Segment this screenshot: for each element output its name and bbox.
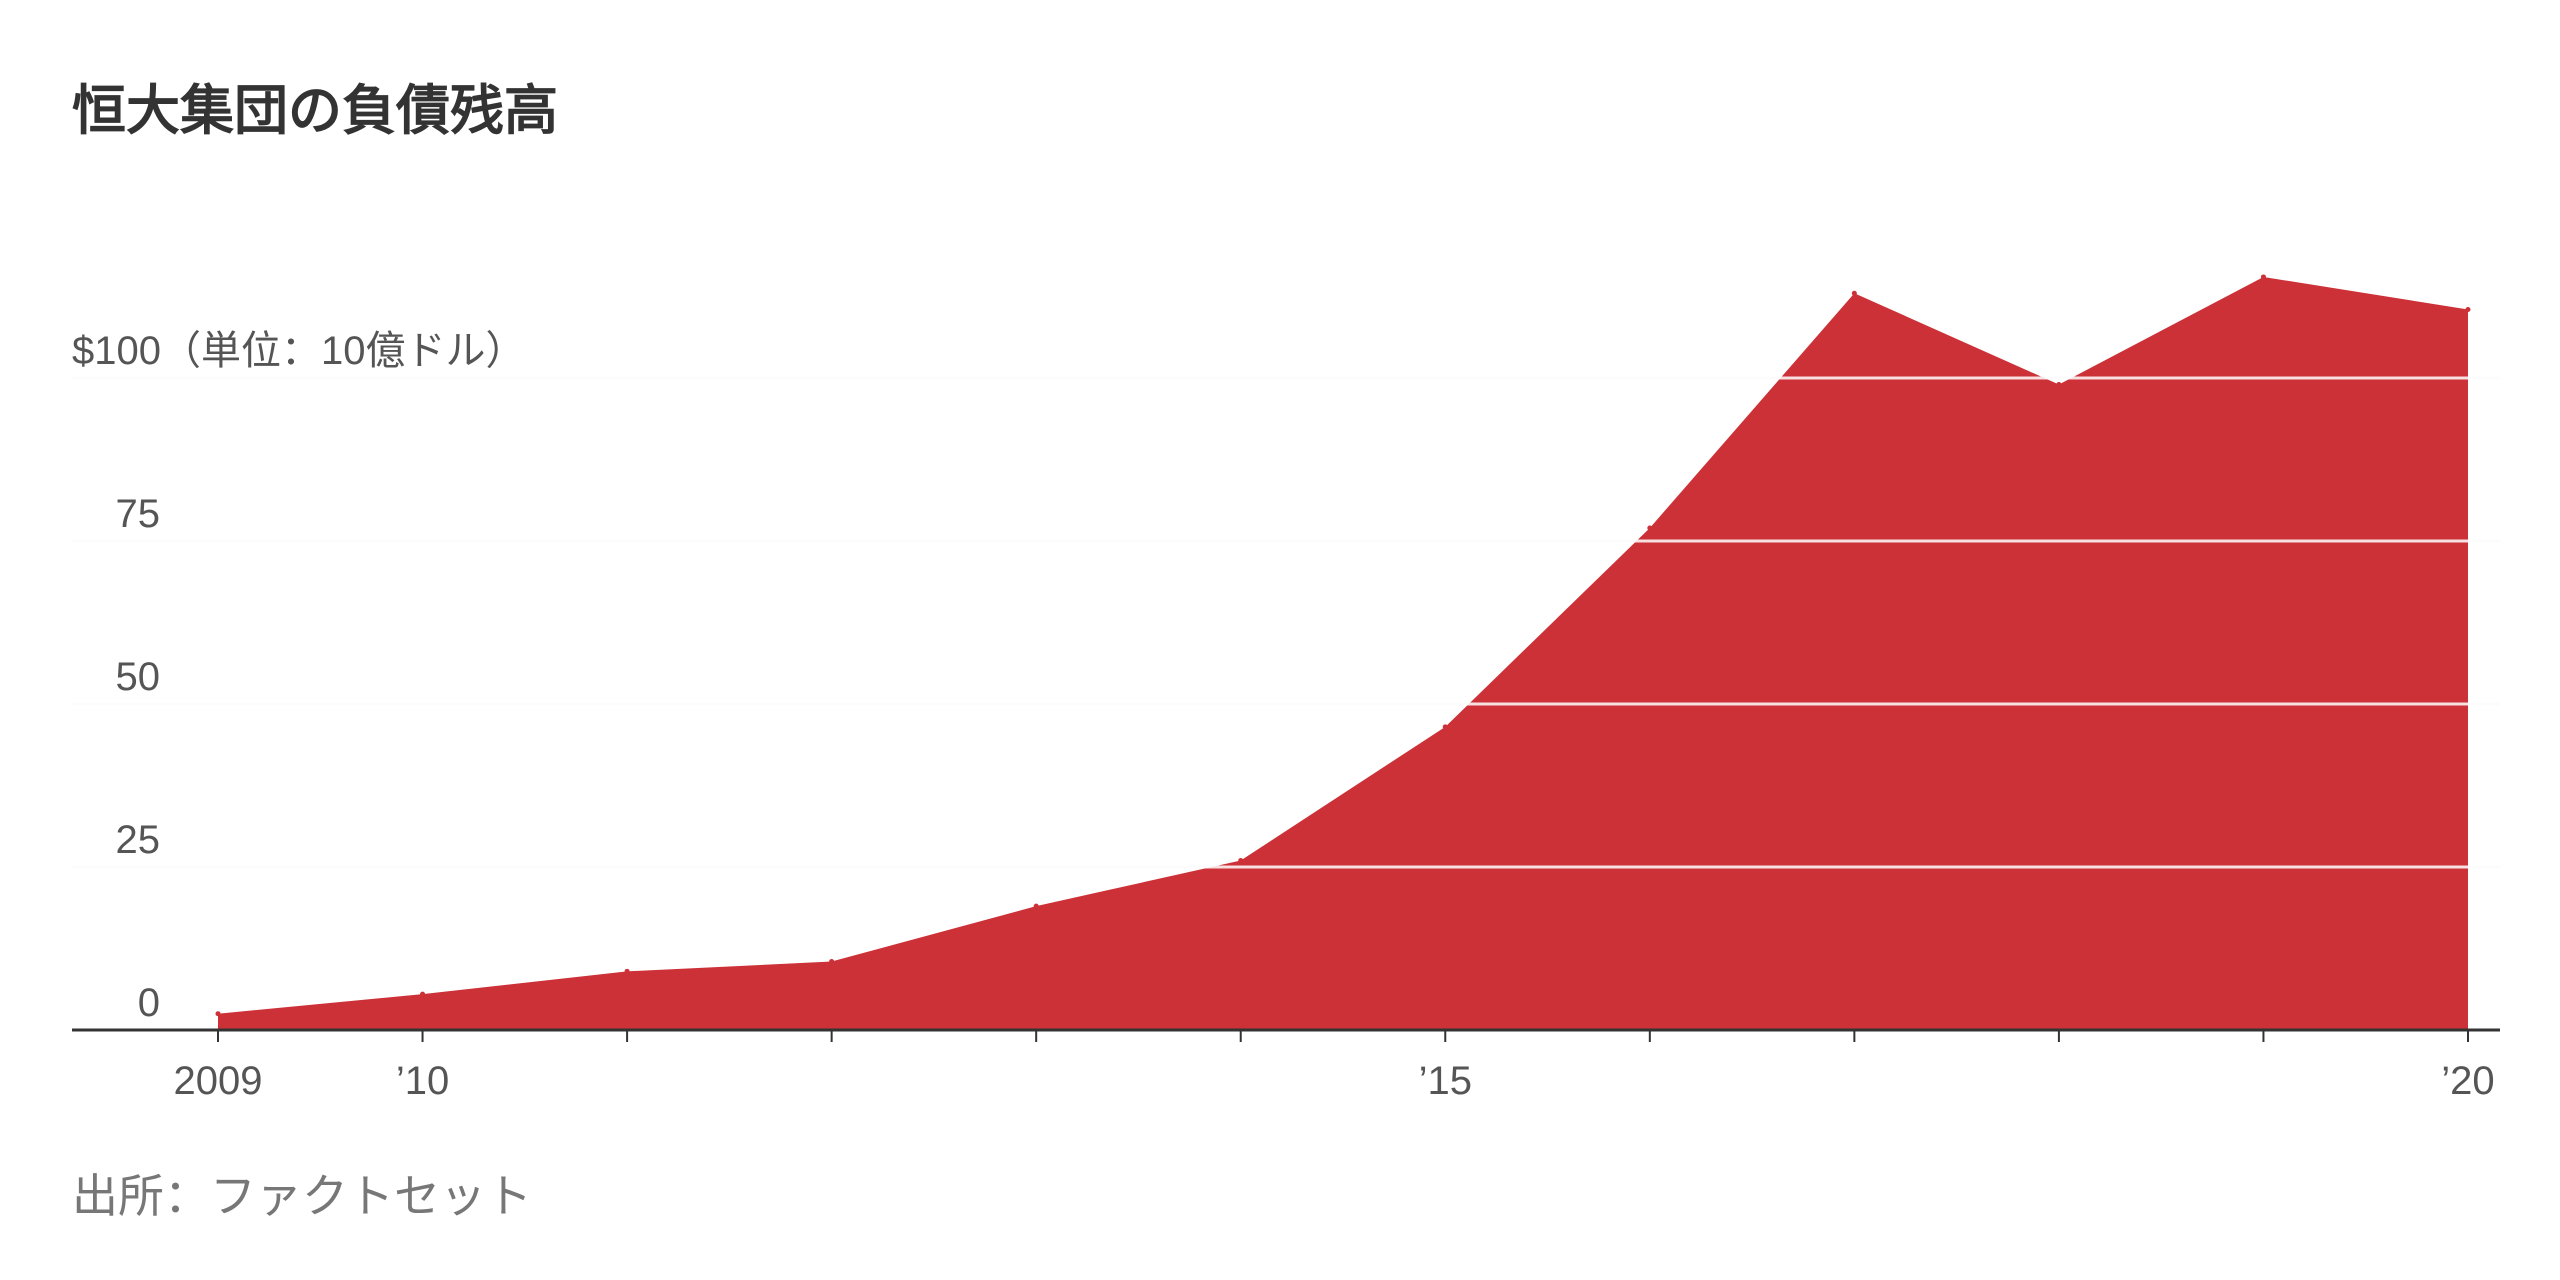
data-point <box>1238 857 1244 863</box>
data-point <box>420 991 426 997</box>
data-point <box>1851 290 1857 296</box>
source-note: 出所：ファクトセット <box>72 1169 532 1223</box>
area-series <box>215 274 2471 1030</box>
debt-area <box>218 276 2468 1030</box>
y-tick-label: 0 <box>138 981 160 1025</box>
data-point <box>2465 307 2471 313</box>
y-tick-label: 25 <box>116 818 161 862</box>
data-point <box>215 1011 221 1017</box>
x-tick-label: ’20 <box>2441 1059 2494 1103</box>
data-point <box>624 968 630 974</box>
x-axis <box>72 1028 2500 1042</box>
data-point <box>1647 525 1653 531</box>
data-point <box>2260 274 2266 280</box>
chart-title: 恒大集団の負債残高 <box>72 79 558 142</box>
data-point <box>829 959 835 965</box>
x-tick-label: ’15 <box>1419 1059 1472 1103</box>
y-tick-label: 50 <box>116 655 161 699</box>
tick-labels: 0 25 50 75 $100（単位：10億ドル） 2009 ’10 ’15 ’20 <box>72 329 2500 1103</box>
data-point <box>1033 903 1039 909</box>
x-tick-label: ’10 <box>396 1059 449 1103</box>
data-point <box>1442 724 1448 730</box>
x-tick-label: 2009 <box>174 1059 263 1103</box>
y-tick-label: $100（単位：10億ドル） <box>72 329 525 373</box>
y-tick-label: 75 <box>116 492 161 536</box>
data-point <box>2056 382 2062 388</box>
